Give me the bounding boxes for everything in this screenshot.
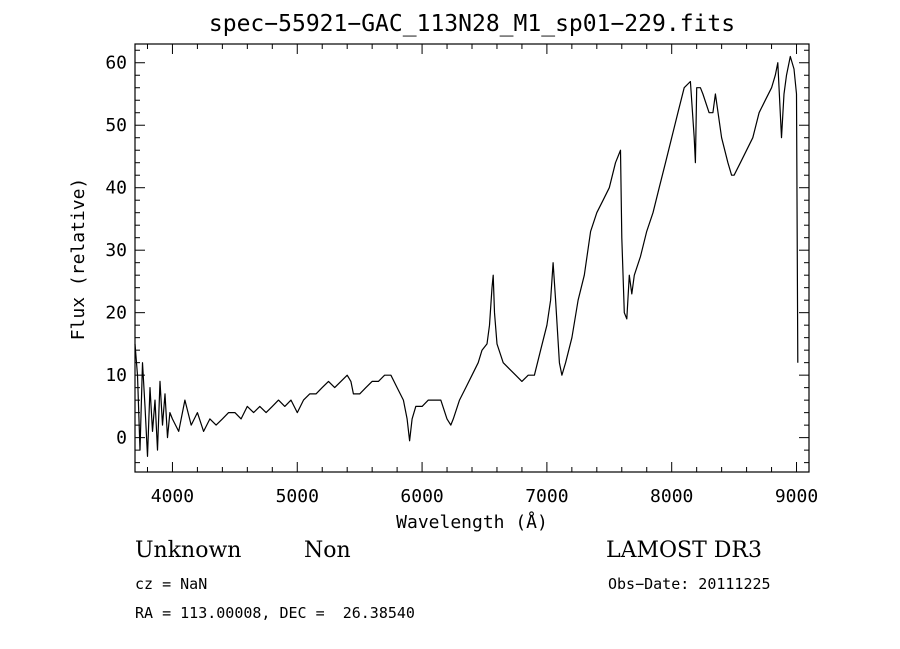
coordinates-readout: RA = 113.00008, DEC = 26.38540 bbox=[135, 604, 415, 622]
y-tick-labels: 0 10 20 30 40 50 60 bbox=[105, 53, 127, 449]
survey-name: LAMOST DR3 bbox=[606, 538, 762, 563]
x-tick-labels: 4000 5000 6000 7000 8000 9000 bbox=[151, 486, 818, 507]
x-tick-label: 6000 bbox=[400, 486, 443, 507]
chart-title: spec−55921−GAC_113N28_M1_sp01−229.fits bbox=[209, 11, 735, 37]
x-tick-label: 9000 bbox=[775, 486, 818, 507]
y-tick-label: 60 bbox=[105, 53, 127, 74]
observation-date: Obs−Date: 20111225 bbox=[608, 575, 771, 593]
object-class: Unknown bbox=[135, 538, 242, 563]
object-subclass: Non bbox=[304, 538, 351, 563]
x-tick-label: 4000 bbox=[151, 486, 194, 507]
redshift-readout: cz = NaN bbox=[135, 575, 208, 593]
x-tick-label: 7000 bbox=[525, 486, 568, 507]
x-axis-label: Wavelength (Å) bbox=[396, 511, 548, 533]
y-tick-label: 30 bbox=[105, 240, 127, 261]
x-tick-label: 5000 bbox=[276, 486, 319, 507]
y-tick-label: 40 bbox=[105, 178, 127, 199]
y-tick-label: 20 bbox=[105, 303, 127, 324]
axis-ticks bbox=[135, 44, 809, 472]
y-axis-label: Flux (relative) bbox=[68, 178, 89, 341]
x-tick-label: 8000 bbox=[650, 486, 693, 507]
y-tick-label: 50 bbox=[105, 115, 127, 136]
plot-frame bbox=[134, 43, 810, 473]
y-tick-label: 0 bbox=[116, 428, 127, 449]
y-tick-label: 10 bbox=[105, 365, 127, 386]
flux-line bbox=[134, 55, 799, 457]
